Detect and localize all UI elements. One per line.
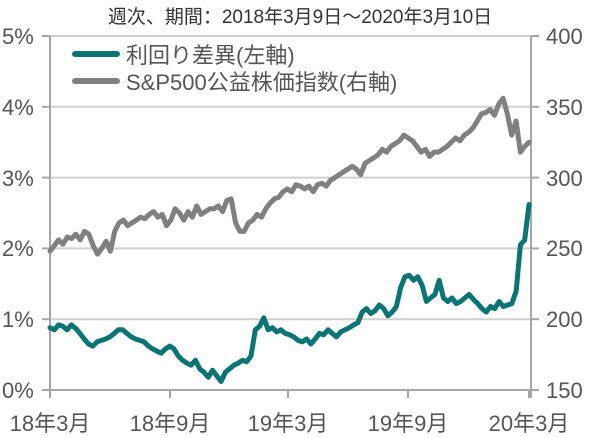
left-axis-tick-5: 5% (2, 24, 34, 49)
right-axis-tick-350: 350 (546, 95, 583, 120)
x-axis-tick-2019-09: 19年9月 (367, 411, 449, 436)
right-axis-tick-250: 250 (546, 236, 583, 261)
x-axis-tick-2018-03: 18年3月 (9, 411, 91, 436)
chart-subtitle: 週次、期間：2018年3月9日～2020年3月10日 (107, 7, 493, 28)
right-axis-tick-200: 200 (546, 307, 583, 332)
legend-item-sp500-utilities: S&P500公益株価指数(右軸) (72, 67, 398, 95)
series-lines (47, 95, 532, 384)
right-axis-tick-300: 300 (546, 166, 583, 191)
legend-label: 利回り差異(左軸) (126, 42, 295, 68)
left-axis-tick-0: 0% (2, 378, 34, 403)
gridlines (50, 35, 531, 321)
x-axis-tick-2020-03: 20年3月 (488, 411, 570, 436)
x-axis-tick-2018-09: 18年9月 (129, 411, 211, 436)
yield-spread-line (47, 202, 532, 384)
x-axis-tick-2019-03: 19年3月 (247, 411, 329, 436)
legend-item-yield-spread: 利回り差異(左軸) (72, 40, 397, 68)
legend-swatch-gray-line (72, 77, 120, 84)
left-axis-tick-2: 2% (2, 236, 34, 261)
left-axis-tick-4: 4% (2, 95, 34, 120)
right-axis-tick-150: 150 (546, 378, 583, 403)
left-axis-tick-1: 1% (2, 307, 34, 332)
chart-legend: 利回り差異(左軸) S&P500公益株価指数(右軸) (72, 40, 398, 95)
left-axis-tick-3: 3% (2, 166, 34, 191)
right-axis-tick-400: 400 (546, 24, 583, 49)
legend-swatch-teal-line (72, 50, 120, 57)
sp500-utilities-line (47, 95, 532, 257)
legend-label: S&P500公益株価指数(右軸) (126, 69, 398, 95)
axes (42, 35, 539, 398)
